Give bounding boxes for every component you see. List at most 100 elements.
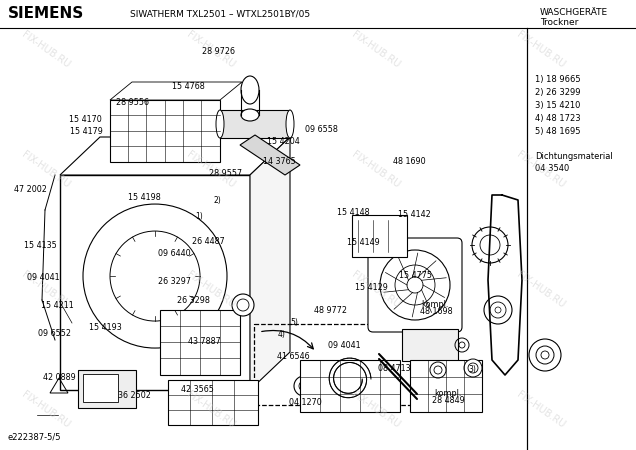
Text: 15 4768: 15 4768 [172, 82, 204, 91]
Text: 09 6552: 09 6552 [38, 328, 71, 338]
Ellipse shape [286, 110, 294, 138]
Circle shape [407, 277, 423, 293]
Text: 47 2002: 47 2002 [14, 185, 47, 194]
Text: 15 4198: 15 4198 [128, 193, 161, 202]
Polygon shape [240, 135, 300, 175]
Text: 15 4142: 15 4142 [398, 210, 430, 219]
Text: FIX-HUB.RU: FIX-HUB.RU [185, 150, 237, 190]
Text: SIWATHERM TXL2501 – WTXL2501BY/05: SIWATHERM TXL2501 – WTXL2501BY/05 [130, 9, 310, 18]
Ellipse shape [216, 110, 224, 138]
Text: 15 4211: 15 4211 [41, 301, 74, 310]
Bar [352, 215, 407, 257]
Polygon shape [110, 82, 242, 100]
Text: WASCHGERÄTE: WASCHGERÄTE [540, 8, 608, 17]
Bar [410, 360, 482, 412]
Text: FIX-HUB.RU: FIX-HUB.RU [20, 30, 72, 70]
Polygon shape [250, 137, 290, 390]
Text: FIX-HUB.RU: FIX-HUB.RU [185, 390, 237, 430]
Text: 04 1270: 04 1270 [289, 398, 322, 407]
Bar [254, 324, 425, 405]
Text: 1) 18 9665: 1) 18 9665 [535, 75, 581, 84]
Text: Dichtungsmaterial: Dichtungsmaterial [535, 152, 612, 161]
Text: 28 9726: 28 9726 [202, 47, 235, 56]
Text: FIX-HUB.RU: FIX-HUB.RU [515, 150, 567, 190]
Circle shape [232, 294, 254, 316]
Text: 15 4149: 15 4149 [347, 238, 379, 247]
Bar [300, 360, 400, 412]
Text: FIX-HUB.RU: FIX-HUB.RU [350, 270, 402, 310]
Bar [83, 374, 118, 402]
Polygon shape [220, 110, 290, 138]
Text: 04 3540: 04 3540 [535, 164, 569, 173]
Circle shape [464, 359, 482, 377]
Text: 26 3298: 26 3298 [177, 296, 210, 305]
Text: kompl.: kompl. [422, 300, 449, 309]
Bar [60, 175, 250, 390]
Text: 2): 2) [213, 196, 221, 205]
Text: 15 4170: 15 4170 [69, 115, 101, 124]
Text: 3): 3) [468, 365, 476, 374]
Bar [78, 370, 136, 408]
Text: 15 4179: 15 4179 [70, 127, 103, 136]
Text: 1): 1) [195, 212, 203, 221]
Text: 4) 48 1723: 4) 48 1723 [535, 114, 581, 123]
Ellipse shape [241, 76, 259, 104]
Text: 09 6440: 09 6440 [158, 249, 190, 258]
FancyBboxPatch shape [368, 238, 462, 332]
Text: 28 9556: 28 9556 [116, 98, 149, 107]
Text: 08 4713: 08 4713 [378, 364, 411, 373]
Text: 09 6558: 09 6558 [305, 125, 338, 134]
Text: 26 3297: 26 3297 [158, 277, 191, 286]
Text: 36 2502: 36 2502 [118, 392, 151, 400]
Text: e222387-5/5: e222387-5/5 [8, 433, 62, 442]
Text: FIX-HUB.RU: FIX-HUB.RU [20, 150, 72, 190]
Text: 3) 15 4210: 3) 15 4210 [535, 101, 581, 110]
Polygon shape [60, 137, 290, 175]
Bar [160, 310, 240, 375]
Text: FIX-HUB.RU: FIX-HUB.RU [350, 150, 402, 190]
Text: 42 0889: 42 0889 [43, 374, 76, 382]
Text: 2) 26 3299: 2) 26 3299 [535, 88, 581, 97]
Text: 4): 4) [278, 330, 286, 339]
Text: FIX-HUB.RU: FIX-HUB.RU [185, 270, 237, 310]
Circle shape [529, 339, 561, 371]
Circle shape [380, 250, 450, 320]
Ellipse shape [241, 109, 259, 121]
Text: 48 1698: 48 1698 [420, 307, 452, 316]
Circle shape [484, 296, 512, 324]
Text: 15 4148: 15 4148 [337, 208, 370, 217]
Text: 28 9557: 28 9557 [209, 169, 242, 178]
Text: 26 4487: 26 4487 [192, 237, 225, 246]
Text: 43 7887: 43 7887 [188, 338, 220, 346]
Text: 41 6546: 41 6546 [277, 352, 309, 361]
Text: FIX-HUB.RU: FIX-HUB.RU [350, 390, 402, 430]
Text: FIX-HUB.RU: FIX-HUB.RU [185, 30, 237, 70]
Text: FIX-HUB.RU: FIX-HUB.RU [20, 270, 72, 310]
Text: 48 9772: 48 9772 [314, 306, 347, 315]
Bar [110, 100, 220, 162]
Bar [168, 380, 258, 425]
Text: 42 3565: 42 3565 [181, 385, 214, 394]
Text: 15 4775: 15 4775 [399, 271, 432, 280]
Text: FIX-HUB.RU: FIX-HUB.RU [515, 30, 567, 70]
Text: 15 4204: 15 4204 [267, 137, 300, 146]
Text: FIX-HUB.RU: FIX-HUB.RU [515, 270, 567, 310]
Text: 15 4129: 15 4129 [355, 284, 388, 292]
Text: 15 4193: 15 4193 [89, 323, 121, 332]
Text: kompl.: kompl. [434, 389, 462, 398]
Bar [402, 329, 458, 361]
Circle shape [430, 362, 446, 378]
Text: SIEMENS: SIEMENS [8, 6, 84, 22]
Text: 5): 5) [290, 318, 298, 327]
Text: FIX-HUB.RU: FIX-HUB.RU [20, 390, 72, 430]
Text: Trockner: Trockner [540, 18, 578, 27]
Text: 14 3765: 14 3765 [263, 158, 295, 166]
Text: 09 4041: 09 4041 [328, 341, 360, 350]
Text: FIX-HUB.RU: FIX-HUB.RU [515, 390, 567, 430]
Text: 48 1690: 48 1690 [393, 157, 425, 166]
Text: FIX-HUB.RU: FIX-HUB.RU [350, 30, 402, 70]
Text: 09 4041: 09 4041 [27, 273, 59, 282]
Text: 15 4135: 15 4135 [24, 241, 57, 250]
Circle shape [472, 227, 508, 263]
Text: 28 4849: 28 4849 [432, 396, 465, 405]
